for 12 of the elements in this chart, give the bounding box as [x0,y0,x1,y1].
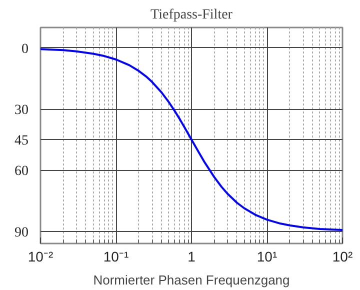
x-tick-label: 1 [188,248,196,264]
y-tick-label: 45 [14,134,28,149]
y-tick-label: 30 [14,103,28,118]
x-tick-label: 10⁻¹ [103,248,129,264]
y-tick-label: 0 [22,42,28,57]
y-tick-label: 60 [14,164,28,180]
x-tick-label: 10¹ [256,248,278,264]
chart-title: Tiefpass-Filter [150,8,233,22]
x-tick-label: 10⁻² [28,248,54,264]
x-axis-title: Normierter Phasen Frequenzgang [93,272,290,288]
y-tick-label: 90 [14,225,28,240]
x-tick-label: 10² [332,248,353,264]
